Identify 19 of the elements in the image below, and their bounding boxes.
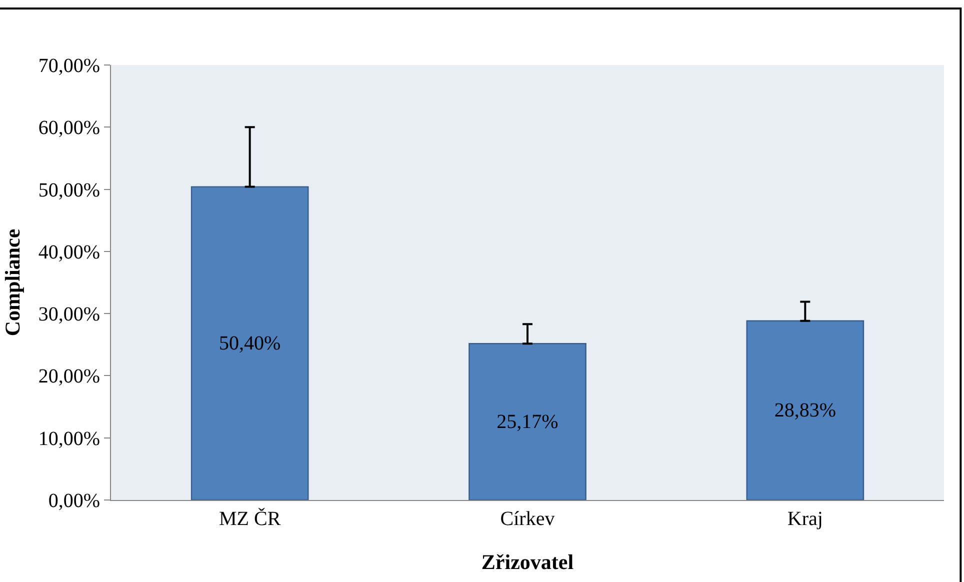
bar: [746, 320, 864, 500]
y-axis-title: Compliance: [0, 228, 24, 336]
y-tick-label: 20,00%: [38, 366, 100, 388]
y-tick-label: 30,00%: [38, 304, 100, 326]
data-label: 50,40%: [218, 332, 281, 354]
x-tick-label: MZ ČR: [218, 507, 282, 530]
bar: [190, 186, 309, 500]
y-tick-label: 70,00%: [38, 55, 100, 77]
x-axis-title: Zřizovatel: [481, 550, 574, 574]
y-tick-label: 50,00%: [38, 179, 100, 202]
x-tick-label: Kraj: [787, 508, 823, 530]
bar: [468, 342, 586, 500]
x-tick-label: Církev: [500, 508, 555, 530]
data-label: 25,17%: [496, 410, 558, 433]
y-tick-label: 10,00%: [38, 428, 100, 450]
y-tick-label: 0,00%: [48, 490, 100, 512]
data-label: 28,83%: [774, 399, 836, 422]
y-tick-label: 60,00%: [38, 117, 100, 140]
y-tick-label: 40,00%: [38, 241, 100, 264]
